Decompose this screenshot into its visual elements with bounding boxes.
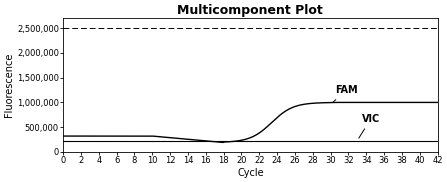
Y-axis label: Fluorescence: Fluorescence xyxy=(4,53,14,117)
X-axis label: Cycle: Cycle xyxy=(237,168,264,178)
Text: FAM: FAM xyxy=(333,85,358,102)
Title: Multicomponent Plot: Multicomponent Plot xyxy=(177,4,323,17)
Text: VIC: VIC xyxy=(359,114,380,138)
